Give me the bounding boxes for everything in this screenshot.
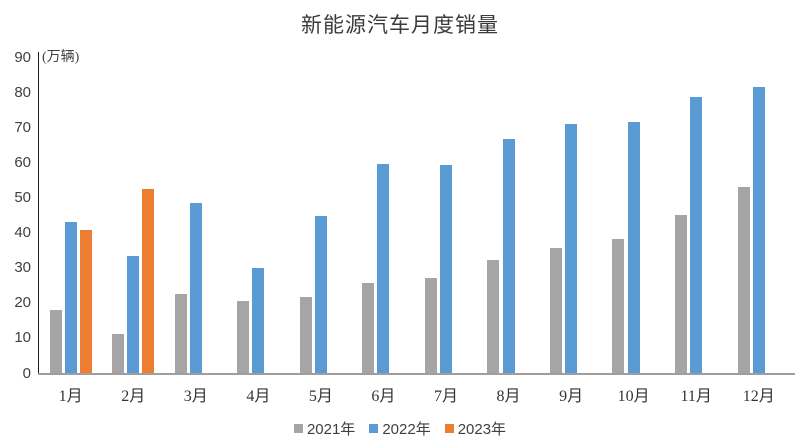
- bar-2023-m1: [79, 229, 92, 373]
- x-tick-label-m6: 6月: [371, 388, 396, 405]
- x-tick-label-m1: 1月: [58, 388, 83, 405]
- bar-2022-m5: [314, 216, 327, 373]
- y-axis-unit-label: (万辆): [42, 50, 80, 65]
- y-tick-label: 0: [22, 364, 31, 382]
- bar-2022-m6: [377, 163, 390, 373]
- bar-2022-m12: [752, 87, 765, 373]
- y-tick-label: 50: [14, 188, 31, 206]
- x-tick-label-m11: 11月: [680, 388, 712, 405]
- x-axis: [38, 373, 795, 375]
- y-tick-label: 70: [14, 118, 31, 136]
- y-tick-label: 40: [14, 224, 31, 242]
- x-tick-label-m3: 3月: [183, 388, 208, 405]
- x-tick-label-m12: 12月: [742, 388, 775, 405]
- bar-2022-m11: [690, 97, 703, 373]
- legend-item-2022: 2022年: [369, 418, 431, 439]
- bar-2022-m1: [64, 221, 77, 373]
- x-tick-label-m5: 5月: [308, 388, 333, 405]
- legend-label: 2022年: [382, 421, 431, 438]
- bar-2022-m9: [565, 124, 578, 373]
- bar-2021-m7: [424, 277, 437, 373]
- bar-2021-m2: [112, 334, 125, 373]
- legend-swatch-icon: [444, 424, 454, 433]
- bar-2022-m3: [189, 203, 202, 373]
- x-tick-label-m4: 4月: [246, 388, 271, 405]
- bar-2021-m9: [549, 247, 562, 373]
- legend-item-2021: 2021年: [293, 418, 356, 439]
- legend-item-2023: 2023年: [444, 418, 507, 439]
- bar-2022-m2: [127, 255, 140, 373]
- bar-2021-m1: [49, 310, 62, 373]
- legend-label: 2023年: [457, 421, 507, 438]
- y-tick-label: 90: [14, 48, 31, 66]
- x-tick-label-m2: 2月: [121, 388, 146, 405]
- bar-2021-m12: [737, 186, 750, 373]
- bar-2021-m8: [487, 260, 500, 373]
- bar-2022-m8: [502, 139, 515, 373]
- legend-swatch-icon: [293, 424, 303, 433]
- y-tick-label: 80: [14, 83, 31, 101]
- x-tick-label-m9: 9月: [559, 388, 584, 405]
- y-tick-label: 20: [14, 294, 31, 312]
- bar-2021-m10: [612, 238, 625, 373]
- legend: 2021年 2022年 2023年: [0, 418, 800, 439]
- bar-2022-m10: [627, 122, 640, 373]
- bar-2021-m11: [675, 215, 687, 373]
- bar-2023-m2: [142, 188, 155, 373]
- y-tick-label: 30: [14, 259, 31, 277]
- x-tick-label-m7: 7月: [433, 388, 458, 405]
- chart-title: 新能源汽车月度销量: [301, 13, 499, 37]
- bar-2022-m7: [440, 164, 452, 373]
- x-tick-label-m10: 10月: [617, 388, 650, 405]
- x-tick-label-m8: 8月: [496, 388, 521, 405]
- y-tick-label: 60: [14, 153, 31, 171]
- bar-2021-m3: [174, 293, 187, 373]
- bar-2021-m6: [362, 283, 375, 373]
- y-tick-label: 10: [14, 329, 31, 347]
- bar-2022-m4: [252, 268, 265, 373]
- y-axis: [38, 52, 39, 373]
- legend-label: 2021年: [306, 421, 356, 438]
- bar-2021-m4: [237, 300, 250, 373]
- legend-swatch-icon: [369, 424, 379, 433]
- bar-2021-m5: [299, 296, 312, 373]
